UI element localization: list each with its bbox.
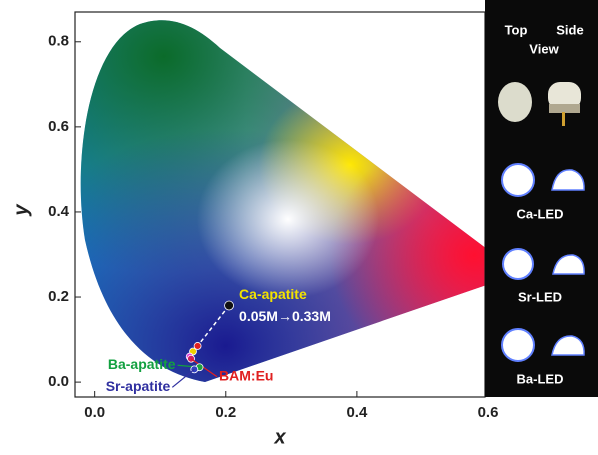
annotation: 0.05M→0.33M: [239, 308, 331, 324]
panel-side: Side: [556, 22, 583, 37]
x-tick-label: 0.4: [346, 404, 368, 421]
panel-top: Top: [505, 22, 528, 37]
led-label: Ba-LED: [517, 371, 564, 386]
led-label: Ca-LED: [517, 206, 564, 221]
panel-view: View: [529, 41, 559, 56]
series-label: BAM:Eu: [219, 367, 273, 383]
cie-gamut: [81, 20, 495, 382]
side-panel: Top Side View Ca-LED Sr-LED Ba-LED: [485, 0, 598, 397]
led-label: Sr-LED: [518, 289, 562, 304]
y-tick-label: 0.0: [48, 373, 69, 390]
y-axis-label: y: [10, 204, 32, 217]
x-tick-label: 0.6: [478, 404, 499, 421]
series-label: Sr-apatite: [106, 378, 171, 394]
y-tick-label: 0.2: [48, 288, 69, 305]
y-tick-label: 0.4: [48, 203, 70, 220]
x-tick-label: 0.2: [215, 404, 236, 421]
y-tick-label: 0.6: [48, 118, 69, 135]
chart: 0.0 0.2 0.4 0.6 0.0 0.2 0.4 0.6 0.8 x y Top Side…: [0, 0, 598, 450]
x-tick-label: 0.0: [84, 404, 105, 421]
y-tick-label: 0.8: [48, 33, 69, 50]
series-label: Ca-apatite: [239, 286, 307, 302]
point: [225, 301, 234, 310]
x-axis-label: x: [273, 426, 286, 448]
series-label: Ba-apatite: [108, 356, 176, 372]
